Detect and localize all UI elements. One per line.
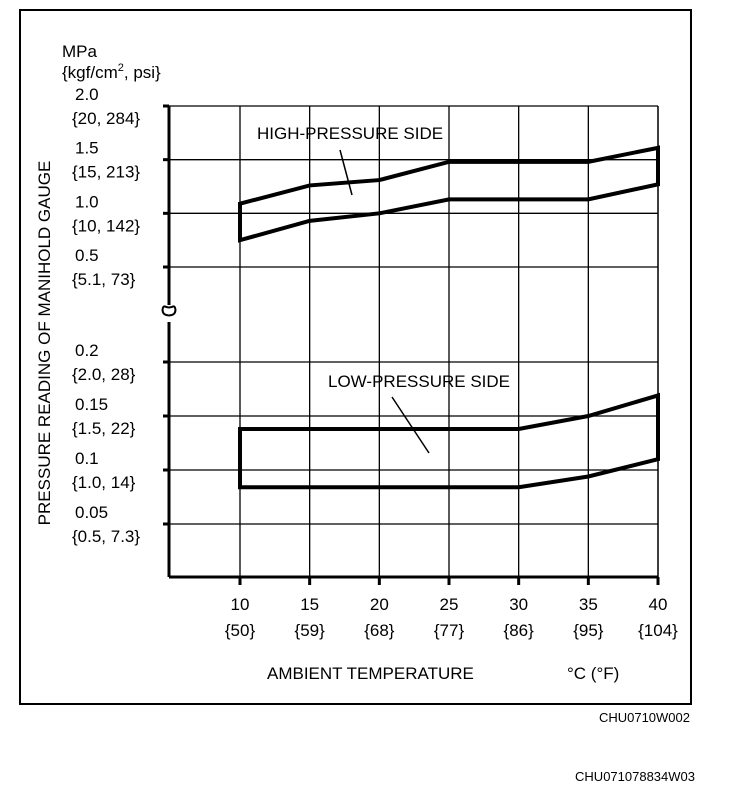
y-tick-label-alt: {1.5, 22} bbox=[72, 419, 136, 438]
y-tick-label-mpa: 1.0 bbox=[75, 192, 99, 211]
band-label: LOW-PRESSURE SIDE bbox=[328, 372, 510, 391]
grid bbox=[169, 105, 659, 577]
y-tick-label-alt: {1.0, 14} bbox=[72, 473, 136, 492]
axis-break-icon bbox=[161, 305, 177, 317]
bands bbox=[238, 145, 660, 490]
x-tick-label-fahrenheit: {95} bbox=[573, 621, 604, 640]
page-code: CHU071078834W03 bbox=[575, 769, 695, 784]
x-tick-label-celsius: 15 bbox=[300, 595, 319, 614]
x-tick-label-celsius: 10 bbox=[231, 595, 250, 614]
band-high-pressure bbox=[238, 145, 660, 243]
x-tick-label-fahrenheit: {59} bbox=[295, 621, 326, 640]
x-axis-title: AMBIENT TEMPERATURE bbox=[267, 664, 474, 683]
band-leader-line bbox=[391, 396, 430, 454]
figure-code: CHU0710W002 bbox=[599, 710, 690, 725]
band-label: HIGH-PRESSURE SIDE bbox=[257, 124, 443, 143]
x-tick-label-fahrenheit: {77} bbox=[434, 621, 465, 640]
y-unit-alt: {kgf/cm2, psi} bbox=[62, 62, 161, 82]
x-axis-unit: °C (°F) bbox=[567, 664, 619, 683]
y-tick-label-mpa: 0.15 bbox=[75, 395, 108, 414]
y-unit-alt-sup: 2 bbox=[118, 62, 124, 74]
x-tick-label-celsius: 30 bbox=[509, 595, 528, 614]
band-leader-line bbox=[339, 149, 353, 196]
y-tick-label-alt: {2.0, 28} bbox=[72, 365, 136, 384]
x-tick-label-celsius: 40 bbox=[649, 595, 668, 614]
y-unit-alt-base: {kgf/cm bbox=[62, 63, 118, 82]
x-tick-label-fahrenheit: {104} bbox=[638, 621, 678, 640]
y-unit-alt-rest: , psi} bbox=[124, 63, 161, 82]
y-tick-label-alt: {0.5, 7.3} bbox=[72, 527, 140, 546]
y-tick-label-mpa: 0.2 bbox=[75, 341, 99, 360]
figure-frame bbox=[19, 9, 692, 705]
x-tick-label-celsius: 35 bbox=[579, 595, 598, 614]
y-unit-mpa: MPa bbox=[62, 42, 98, 61]
x-tick-label-fahrenheit: {50} bbox=[225, 621, 256, 640]
y-tick-label-alt: {5.1, 73} bbox=[72, 270, 136, 289]
x-tick-label-fahrenheit: {68} bbox=[364, 621, 395, 640]
y-tick-label-alt: {20, 284} bbox=[72, 109, 140, 128]
x-tick-label-fahrenheit: {86} bbox=[504, 621, 535, 640]
y-tick-label-mpa: 0.05 bbox=[75, 503, 108, 522]
axes bbox=[161, 104, 660, 585]
labels: 10 {50} 15 {59} 20 {68} 25 {77} 30 {86} 35 {95} 40 {1… bbox=[72, 85, 678, 640]
y-tick-label-mpa: 0.1 bbox=[75, 449, 99, 468]
x-tick-label-celsius: 20 bbox=[370, 595, 389, 614]
y-tick-label-alt: {15, 213} bbox=[72, 163, 140, 182]
y-tick-label-mpa: 1.5 bbox=[75, 139, 99, 158]
band-low-pressure bbox=[238, 392, 660, 490]
y-tick-label-mpa: 2.0 bbox=[75, 85, 99, 104]
y-tick-label-mpa: 0.5 bbox=[75, 246, 99, 265]
x-tick-label-celsius: 25 bbox=[440, 595, 459, 614]
y-axis-title: PRESSURE READING OF MANIHOLD GAUGE bbox=[35, 161, 54, 526]
y-tick-label-alt: {10, 142} bbox=[72, 216, 140, 235]
